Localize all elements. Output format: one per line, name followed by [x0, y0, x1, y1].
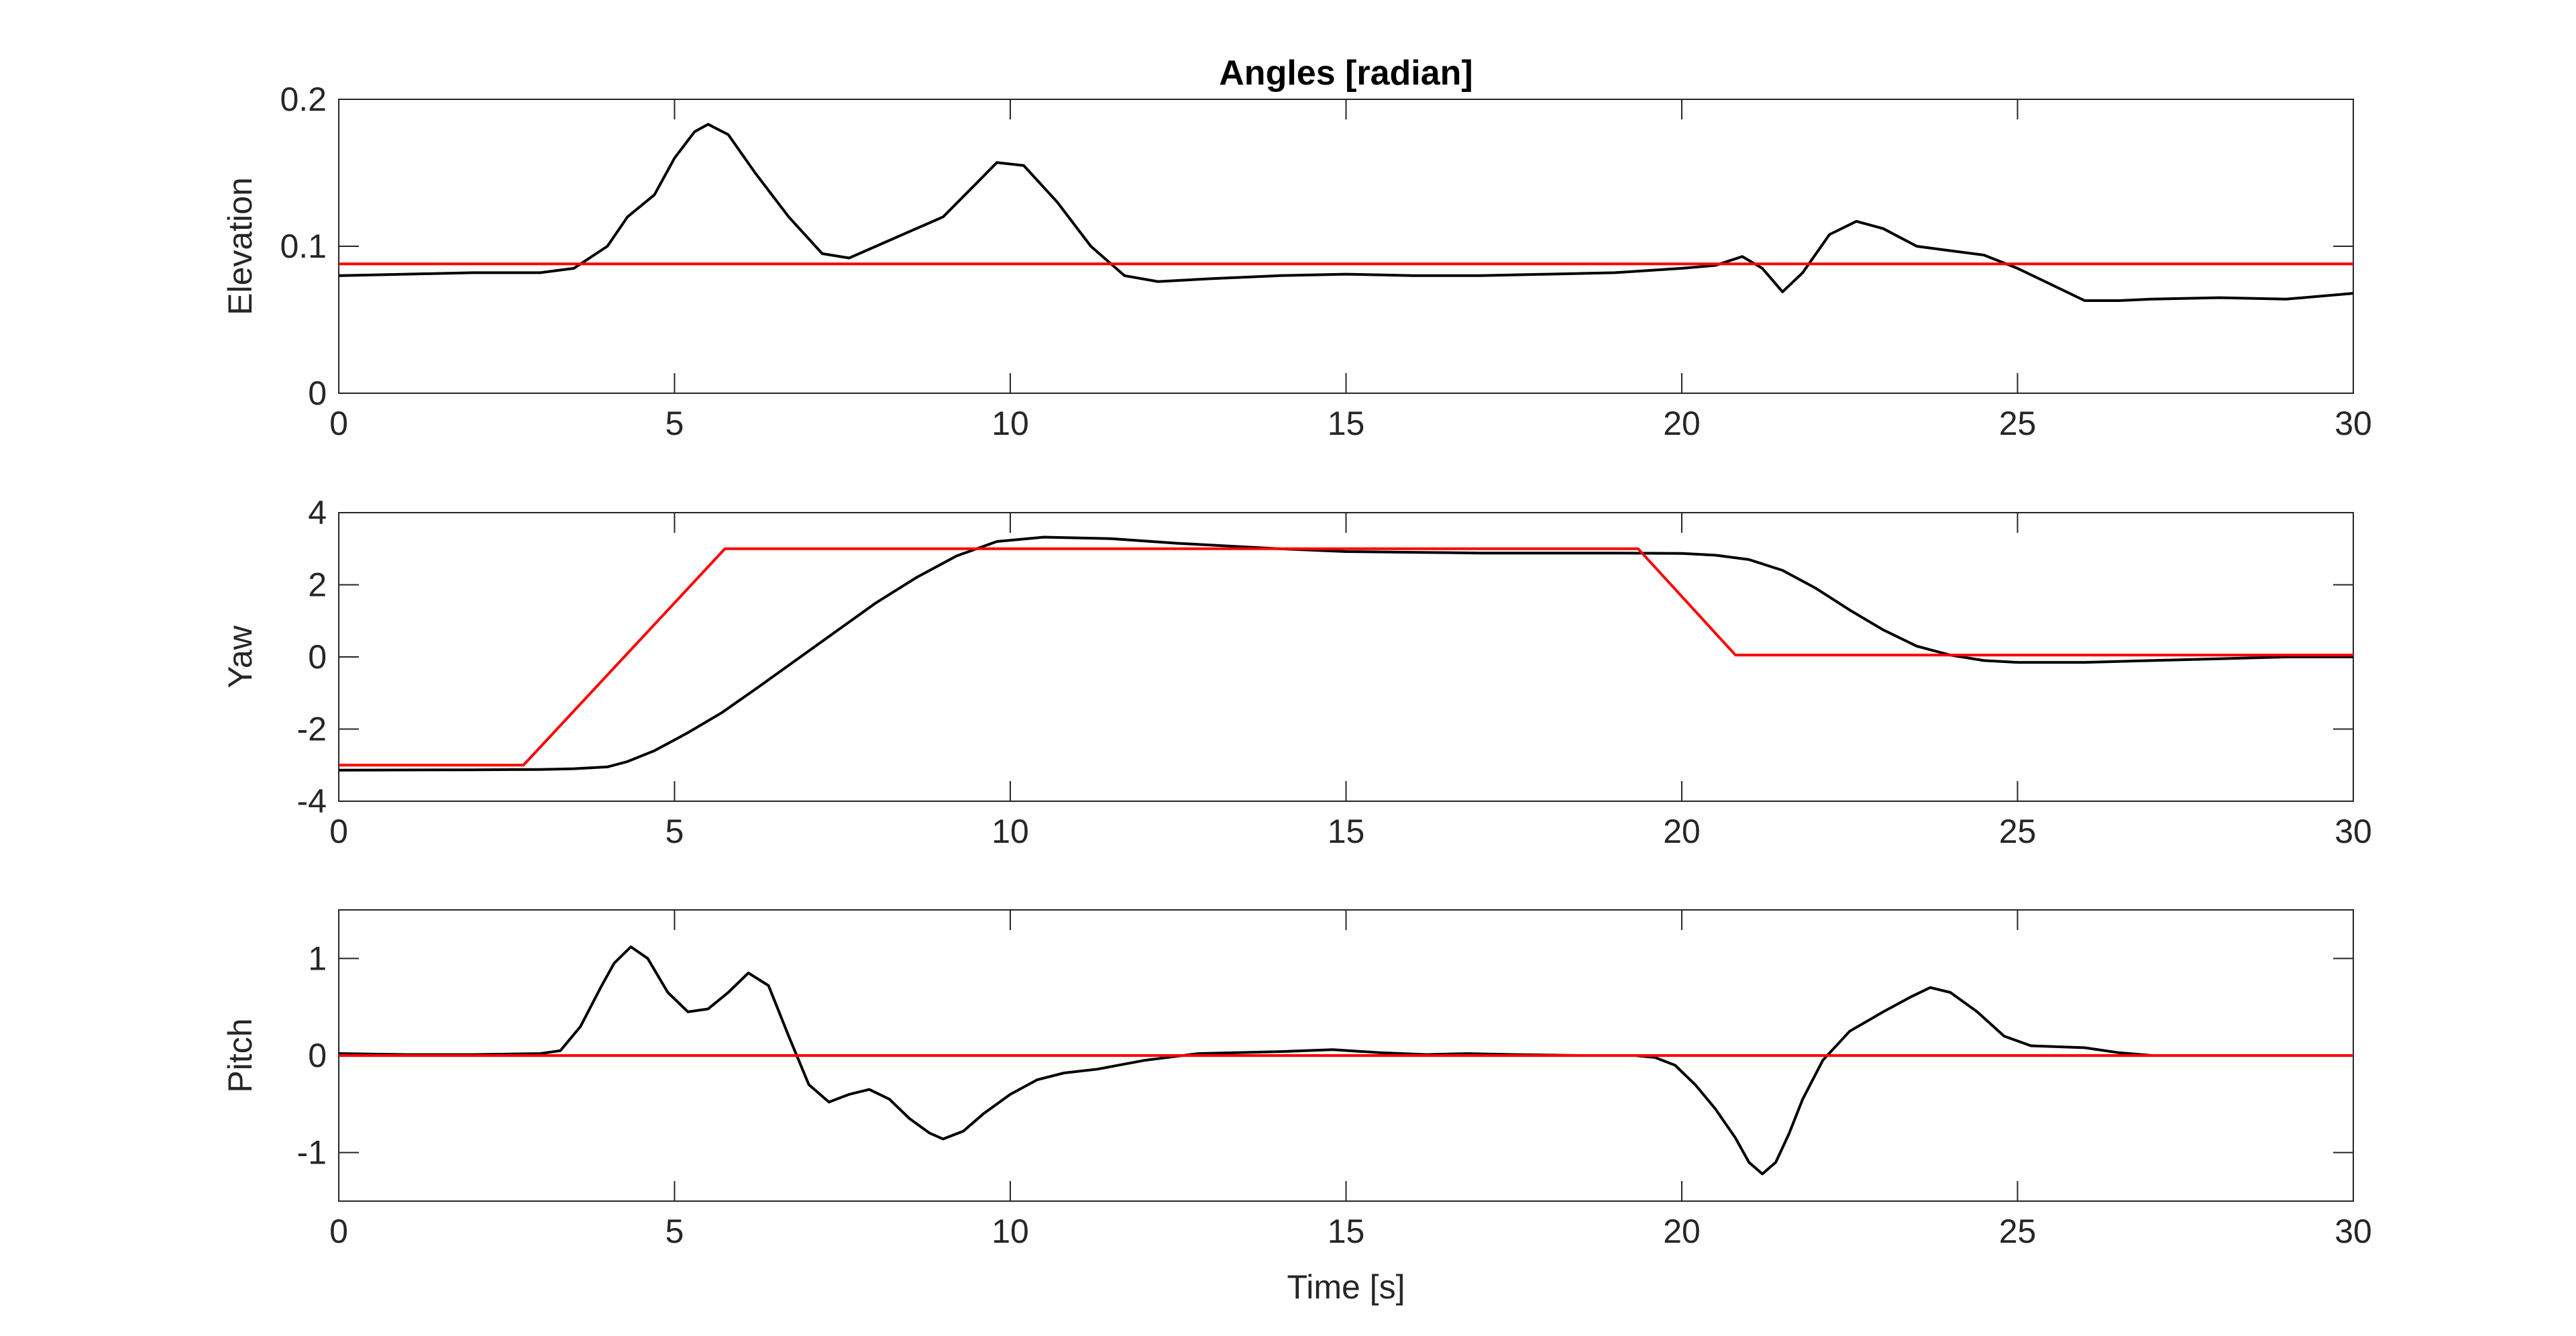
pitch-xtick-label: 5: [665, 1213, 684, 1250]
pitch-ytick-label: 0: [308, 1037, 327, 1074]
yaw-ytick-label: -4: [297, 782, 327, 820]
pitch-ytick-label: 1: [308, 939, 327, 977]
elevation-axes: 0 5 10 15 20 25 30 0 0.1 0.2 Elevation Angles [radi…: [221, 54, 2372, 442]
pitch-xtick-label: 20: [1663, 1213, 1701, 1250]
yaw-series-reference: [339, 547, 2353, 767]
elevation-ytick-label: 0.1: [280, 227, 327, 265]
yaw-xtick-label: 10: [991, 813, 1029, 850]
elevation-xtick-label: 10: [991, 405, 1029, 442]
elevation-xtick-label: 0: [329, 405, 348, 442]
pitch-xlabel: Time [s]: [1287, 1268, 1405, 1306]
chart-title: Angles [radian]: [1219, 54, 1473, 93]
yaw-xtick-label: 0: [329, 813, 348, 850]
elevation-ytick-label: 0: [308, 374, 327, 412]
yaw-xtick-label: 5: [665, 813, 684, 850]
pitch-series-measured: [338, 945, 2353, 1176]
yaw-axes: 0 5 10 15 20 25 30 -4 -2 0 2 4 Yaw: [221, 494, 2372, 850]
yaw-ylabel: Yaw: [221, 625, 259, 688]
yaw-series-measured: [338, 535, 2353, 772]
elevation-series-measured: [338, 123, 2354, 302]
elevation-ylabel: Elevation: [221, 177, 259, 315]
pitch-xtick-label: 10: [991, 1213, 1029, 1250]
elevation-xtick-label: 15: [1328, 405, 1365, 442]
pitch-ytick-label: -1: [297, 1134, 327, 1172]
elevation-ytick-label: 0.2: [280, 81, 327, 118]
yaw-xtick-label: 20: [1663, 813, 1701, 850]
pitch-xtick-label: 25: [1999, 1213, 2037, 1250]
yaw-ytick-label: -2: [297, 711, 327, 748]
elevation-plot-area: [338, 99, 2354, 394]
elevation-xtick-label: 30: [2334, 405, 2372, 442]
pitch-axes: 0 5 10 15 20 25 30 -1 0 1 Pitch Time [s]: [221, 909, 2372, 1306]
yaw-ytick-label: 4: [308, 494, 327, 531]
yaw-xtick-label: 30: [2334, 813, 2372, 850]
pitch-xtick-label: 0: [329, 1213, 348, 1250]
yaw-ytick-label: 2: [308, 566, 327, 604]
elevation-xtick-label: 25: [1999, 405, 2037, 442]
elevation-xtick-label: 20: [1663, 405, 1701, 442]
pitch-xtick-label: 30: [2334, 1213, 2372, 1250]
elevation-xtick-label: 5: [665, 405, 684, 442]
yaw-xtick-label: 25: [1999, 813, 2037, 850]
yaw-xtick-label: 15: [1328, 813, 1365, 850]
pitch-ylabel: Pitch: [221, 1018, 259, 1092]
yaw-plot-area: [338, 512, 2354, 802]
yaw-ytick-label: 0: [308, 638, 327, 676]
pitch-xtick-label: 15: [1328, 1213, 1365, 1250]
